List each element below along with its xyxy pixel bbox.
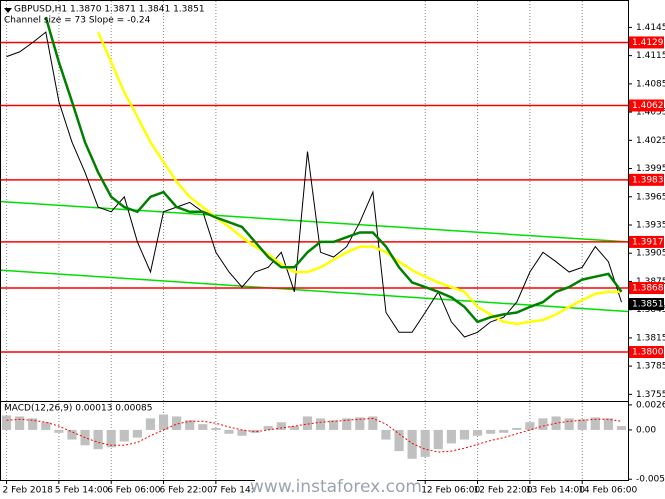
macd-bar: [276, 422, 286, 430]
macd-bar: [616, 426, 627, 430]
level-label-box: [629, 173, 664, 186]
y-tick-label: 1.3995: [636, 164, 665, 174]
macd-bar: [315, 418, 326, 430]
x-tick-label: 14 Feb 06:00: [578, 486, 637, 496]
price-label-box: [629, 298, 664, 311]
x-tick-label: 7 Feb 14:00: [212, 486, 266, 496]
macd-bar: [41, 422, 51, 430]
series-line: [96, 31, 622, 326]
macd-bar: [106, 429, 116, 448]
y-tick-label: 1.4085: [636, 79, 665, 89]
macd-bar: [250, 429, 260, 433]
x-tick-label: 12 Feb 06:00: [421, 486, 480, 496]
macd-bar: [407, 429, 417, 459]
level-label: 1.3868: [632, 284, 664, 294]
macd-bar: [28, 418, 38, 430]
macd-bar: [119, 429, 129, 442]
y-tick-label: 1.4025: [636, 136, 665, 146]
x-tick-label: 5 Feb 14:00: [55, 486, 109, 496]
y-tick-label: 1.3875: [636, 277, 665, 287]
x-tick-label: 13 Feb 14:00: [526, 486, 585, 496]
macd-bar: [132, 429, 142, 438]
level-label-box: [629, 36, 664, 49]
y-tick-label: 1.3905: [636, 249, 665, 259]
x-tick-label: 6 Feb 06:00: [107, 486, 161, 496]
y-tick-label: 1.4115: [636, 51, 665, 61]
macd-bar: [433, 429, 443, 450]
level-label: 1.3983: [632, 175, 664, 185]
y-tick-label: -0.00512: [636, 475, 665, 485]
menu-arrow: [4, 8, 12, 13]
y-tick-label: 0.00: [636, 425, 656, 435]
macd-bar: [198, 424, 208, 430]
series-line: [44, 16, 623, 324]
level-label-box: [629, 346, 664, 359]
y-tick-label: 1.3755: [636, 390, 665, 400]
macd-bar: [237, 429, 247, 436]
macd-bar: [289, 426, 299, 430]
level-label-box: [629, 99, 664, 112]
y-tick-label: 1.3965: [636, 192, 665, 202]
macd-bar: [355, 417, 365, 430]
macd-bar: [577, 419, 587, 430]
macd-bar: [486, 429, 496, 434]
macd-bar: [54, 429, 64, 433]
macd-bar: [172, 416, 182, 430]
macd-bar: [302, 416, 313, 430]
macd-bar: [394, 429, 404, 452]
y-tick-label: 1.3845: [636, 305, 665, 315]
level-label: 1.3800: [632, 348, 664, 358]
x-tick-label: 6 Feb 22:00: [160, 486, 214, 496]
macd-bar: [564, 418, 574, 430]
macd-bar: [93, 429, 103, 450]
x-tick-label: 2 Feb 2018: [3, 486, 54, 496]
macd-bar: [590, 417, 600, 430]
macd-bar: [1, 415, 12, 430]
macd-bar: [538, 418, 548, 430]
y-tick-label: 1.4055: [636, 108, 665, 118]
level-label: 1.4129: [632, 38, 664, 48]
macd-bar: [381, 429, 391, 440]
y-tick-label: 1.3785: [636, 362, 665, 372]
macd-bar: [446, 429, 456, 444]
macd-bar: [158, 414, 169, 430]
macd-title: MACD(12,26,9) 0.00013 0.00085: [4, 404, 153, 414]
macd-bar: [525, 422, 535, 430]
y-tick-label: 1.3815: [636, 333, 665, 343]
level-label-box: [629, 282, 664, 295]
x-tick-label: 12 Feb 22:00: [474, 486, 533, 496]
watermark-box: [255, 476, 417, 498]
macd-bar: [342, 418, 352, 430]
level-label: 1.3917: [632, 237, 664, 247]
macd-bar: [224, 429, 234, 434]
y-tick-label: 1.4145: [636, 23, 665, 33]
macd-bar: [368, 416, 378, 430]
price-label: 1.3851: [632, 300, 664, 310]
macd-bar: [420, 429, 430, 457]
level-label-box: [629, 235, 664, 248]
chart-title: GBPUSD,H1 1.3870 1.3871 1.3841 1.3851: [14, 5, 205, 15]
macd-bar: [185, 420, 195, 430]
chart-subtitle: Channel size = 73 Slope = -0.24: [4, 16, 151, 26]
level-label: 1.4062: [632, 101, 664, 111]
y-tick-label: 0.0026: [636, 400, 665, 410]
macd-bar: [459, 429, 470, 440]
channel-line: [0, 269, 629, 313]
macd-bar: [67, 429, 77, 440]
macd-bar: [472, 429, 483, 436]
macd-bar: [15, 416, 25, 430]
macd-bar: [211, 428, 221, 430]
macd-bar: [329, 420, 339, 430]
macd-bar: [499, 429, 509, 433]
macd-bar: [263, 426, 273, 430]
series-line: [6, 31, 622, 338]
macd-bar: [603, 418, 613, 430]
channel-line: [0, 200, 629, 243]
macd-bar: [512, 428, 522, 430]
y-tick-label: 1.3935: [636, 220, 665, 230]
watermark: www.instaforex.com: [250, 477, 422, 497]
macd-bar: [145, 418, 156, 430]
